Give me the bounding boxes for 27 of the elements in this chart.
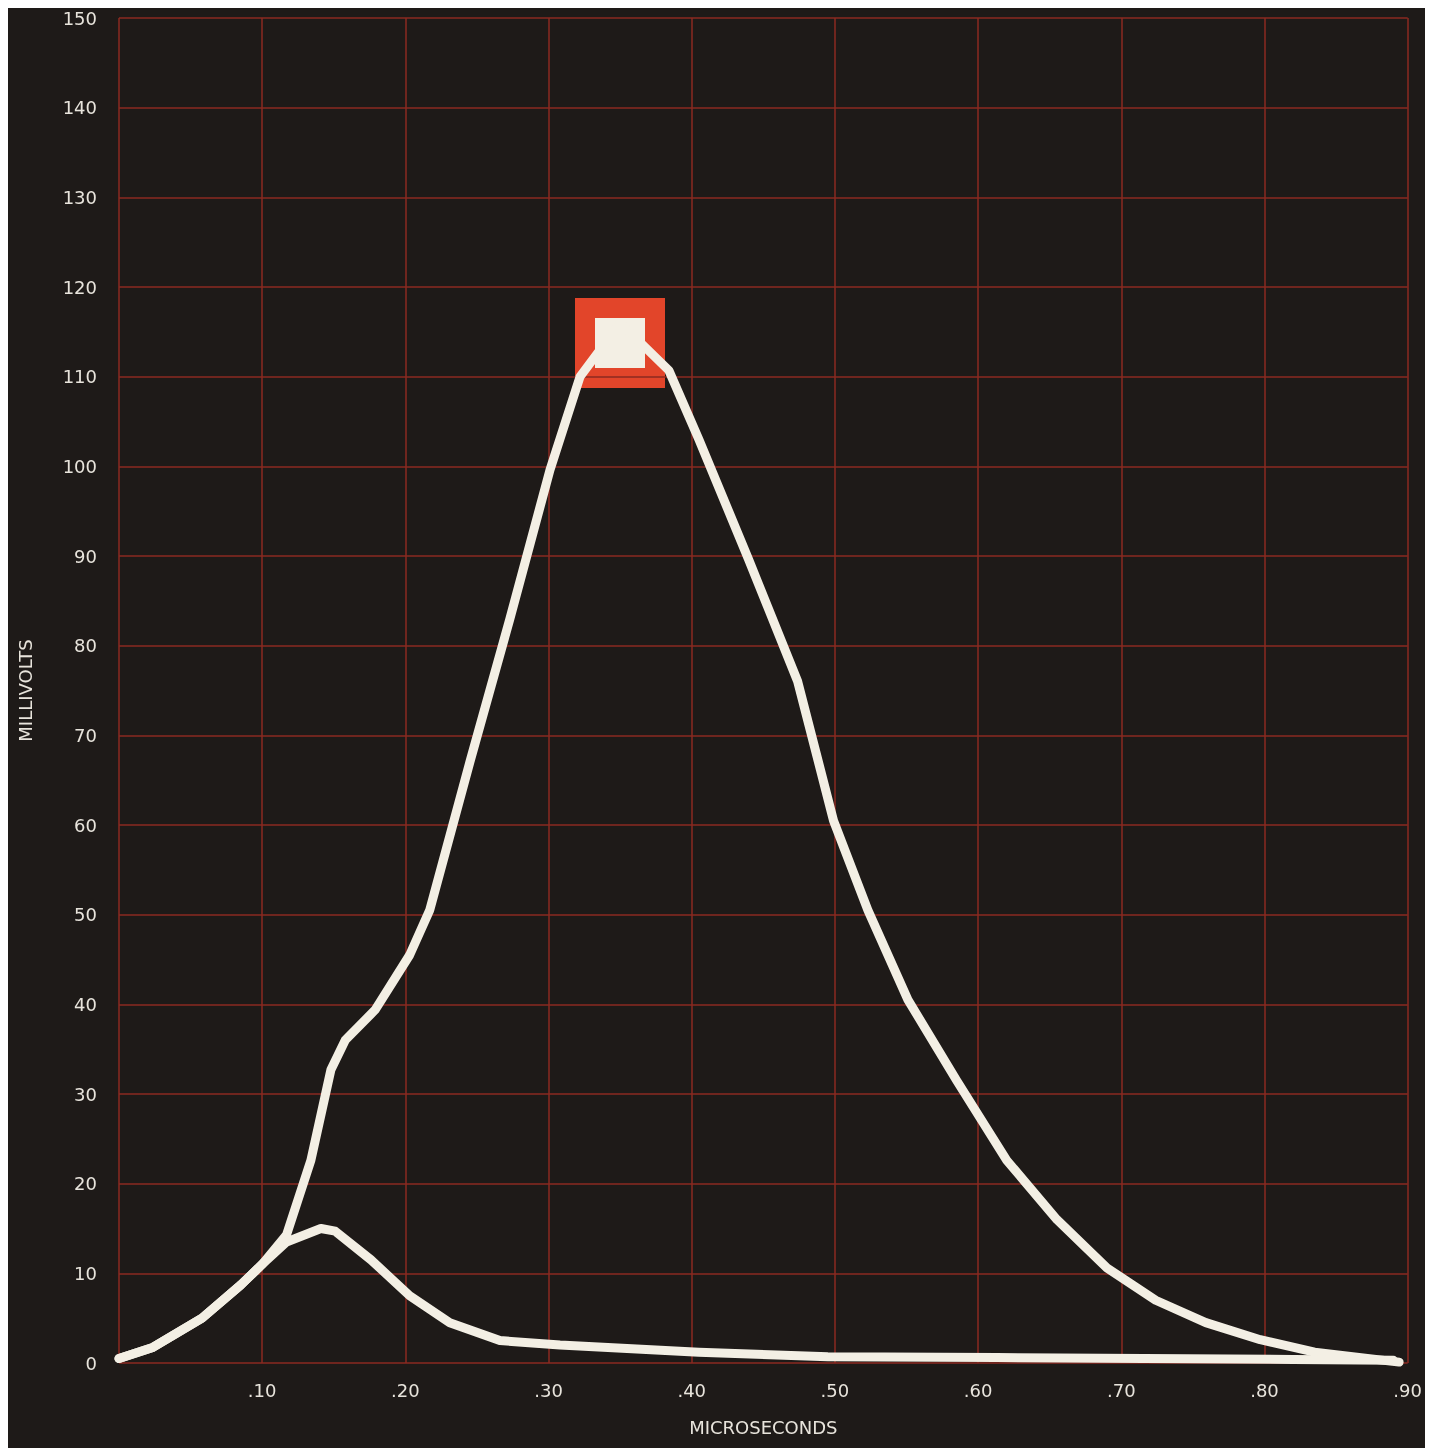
- y-tick-label: 50: [74, 904, 97, 926]
- y-tick-label: 10: [74, 1262, 97, 1284]
- y-tick-label: 100: [62, 455, 97, 477]
- x-tick-label: .10: [247, 1379, 277, 1401]
- x-tick-label: .60: [963, 1379, 993, 1401]
- y-tick-label: 120: [62, 276, 97, 298]
- y-tick-label: 30: [74, 1083, 97, 1105]
- y-tick-label: 20: [74, 1173, 97, 1195]
- y-tick-label: 90: [74, 545, 97, 567]
- x-axis-title: MICROSECONDS: [689, 1416, 838, 1438]
- y-tick-label: 110: [62, 366, 97, 388]
- y-tick-label: 140: [62, 97, 97, 119]
- y-tick-label: 80: [74, 635, 97, 657]
- x-tick-label: .40: [677, 1379, 707, 1401]
- y-tick-label: 40: [74, 993, 97, 1015]
- x-tick-label: .50: [820, 1379, 850, 1401]
- y-tick-label: 0: [85, 1352, 97, 1374]
- x-tick-label: .70: [1106, 1379, 1136, 1401]
- y-axis-title: MILLIVOLTS: [14, 639, 36, 742]
- x-tick-label: .30: [534, 1379, 563, 1401]
- y-tick-label: 60: [74, 814, 97, 836]
- y-tick-label: 150: [62, 7, 97, 29]
- x-tick-label: .90: [1393, 1379, 1423, 1401]
- y-tick-label: 70: [74, 724, 97, 746]
- x-tick-label: .80: [1250, 1379, 1279, 1401]
- y-tick-label: 130: [62, 186, 97, 208]
- x-tick-label: .20: [391, 1379, 420, 1401]
